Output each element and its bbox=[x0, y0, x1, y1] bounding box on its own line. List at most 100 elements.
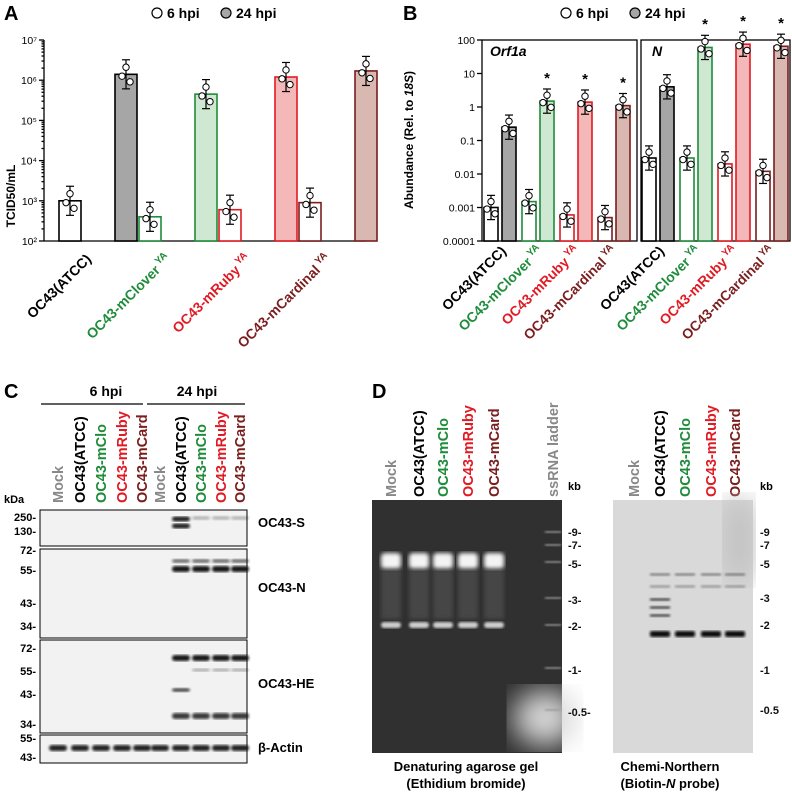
northern-band-n bbox=[650, 631, 670, 637]
replicate-point bbox=[525, 192, 533, 200]
replicate-point bbox=[483, 205, 491, 213]
replicate-point bbox=[146, 206, 154, 214]
replicate-point bbox=[725, 166, 733, 174]
panel-c-letter: C bbox=[4, 381, 18, 403]
northern-band-faint bbox=[725, 573, 745, 576]
northern-caption-line2: (Biotin-N probe) bbox=[621, 776, 720, 791]
bar-24hpi bbox=[194, 93, 218, 242]
legend-6hpi-label: 6 hpi bbox=[167, 5, 200, 21]
replicate-point bbox=[505, 117, 513, 125]
northern-band-extra bbox=[650, 606, 670, 609]
replicate-point bbox=[226, 198, 234, 207]
northern-band-n bbox=[701, 631, 721, 637]
replicate-point bbox=[581, 92, 589, 100]
y-tick-label: 0.0001 bbox=[443, 236, 475, 248]
significance-star: * bbox=[778, 15, 784, 32]
replicate-point bbox=[539, 98, 547, 107]
replicate-point bbox=[679, 155, 687, 164]
y-tick-label: 1 bbox=[469, 102, 475, 114]
gel-caption-line1: Denaturing agarose gel bbox=[394, 759, 538, 774]
blot-label: OC43-HE bbox=[258, 676, 315, 691]
gel-band-18s bbox=[381, 622, 401, 628]
replicate-point bbox=[781, 48, 789, 57]
replicate-point bbox=[230, 213, 238, 221]
bar-24hpi bbox=[274, 76, 298, 242]
kb-marker: -5 bbox=[760, 559, 770, 571]
kda-marker: 43- bbox=[20, 752, 36, 764]
replicate-point bbox=[222, 207, 230, 216]
replicate-point bbox=[739, 34, 747, 42]
band bbox=[231, 713, 249, 719]
replicate-point bbox=[366, 74, 374, 83]
band bbox=[172, 566, 190, 572]
replicate-point bbox=[529, 204, 537, 212]
replicate-point bbox=[547, 103, 555, 112]
panel-b-letter: B bbox=[403, 3, 417, 25]
strain-label: OC43-mRuby YA bbox=[168, 250, 254, 336]
subplot-title: Orf1a bbox=[490, 43, 527, 59]
subplot-frame bbox=[640, 39, 791, 242]
legend-6hpi-marker bbox=[560, 7, 572, 19]
replicate-point bbox=[306, 191, 314, 200]
blot-membrane bbox=[39, 639, 248, 734]
replicate-point bbox=[198, 92, 206, 100]
northern-blot: -9-7 -5 -3 -2 -1 -0.5 bbox=[613, 500, 779, 753]
northern-band-extra bbox=[650, 614, 670, 617]
band bbox=[192, 713, 210, 719]
panel-a-legend: 6 hpi 24 hpi bbox=[151, 5, 276, 21]
northern-band-extra bbox=[650, 598, 670, 601]
replicate-point bbox=[362, 60, 370, 68]
band bbox=[212, 745, 230, 751]
replicate-point bbox=[605, 220, 613, 228]
replicate-point bbox=[641, 155, 649, 164]
gel-band-28s bbox=[381, 553, 401, 569]
strain-label: OC43-mCardinal YA bbox=[234, 250, 335, 351]
gel-band-28s bbox=[409, 553, 429, 569]
gel-smear bbox=[409, 569, 429, 619]
replicate-point bbox=[721, 154, 729, 162]
legend-6hpi-label: 6 hpi bbox=[576, 5, 609, 21]
replicate-point bbox=[122, 63, 130, 71]
kb-marker: -5- bbox=[568, 559, 582, 571]
lane-label: OC43-mRuby bbox=[461, 405, 477, 497]
replicate-point bbox=[66, 190, 74, 198]
band bbox=[92, 745, 110, 751]
replicate-point bbox=[577, 99, 585, 108]
band bbox=[172, 523, 190, 529]
kda-marker: 43- bbox=[20, 598, 36, 610]
y-tick-label: 0.1 bbox=[460, 136, 475, 148]
gel-caption-line2: (Ethidium bromide) bbox=[406, 776, 525, 791]
panel-a-letter: A bbox=[4, 3, 18, 25]
legend-24hpi-label: 24 hpi bbox=[645, 5, 685, 21]
band bbox=[172, 713, 190, 719]
significance-star: * bbox=[702, 16, 708, 33]
replicate-point bbox=[701, 37, 709, 46]
lane-label: Mock bbox=[51, 465, 67, 503]
kda-marker: 43- bbox=[20, 689, 36, 701]
replicate-point bbox=[501, 125, 509, 133]
band bbox=[231, 566, 249, 572]
band bbox=[212, 655, 230, 661]
ladder-band bbox=[545, 544, 561, 546]
band bbox=[212, 516, 230, 520]
panel-a-ylabel: TCID50/mL bbox=[4, 165, 18, 228]
kda-marker: 72- bbox=[20, 643, 36, 655]
replicate-point bbox=[649, 160, 657, 168]
band bbox=[192, 655, 210, 661]
replicate-point bbox=[697, 45, 705, 53]
kda-marker: 34- bbox=[20, 719, 36, 731]
legend-6hpi-marker bbox=[151, 7, 163, 19]
y-tick-label: 10² bbox=[22, 236, 38, 248]
band bbox=[231, 655, 249, 661]
kb-marker: -0.5 bbox=[760, 705, 779, 717]
band bbox=[172, 745, 190, 751]
gel-band-28s bbox=[433, 553, 453, 569]
replicate-point bbox=[521, 199, 529, 207]
kb-marker: -9- bbox=[568, 527, 582, 539]
blot-label: β-Actin bbox=[258, 740, 303, 755]
ladder-band bbox=[545, 561, 561, 563]
kda-marker: 55- bbox=[20, 565, 36, 577]
band bbox=[172, 655, 190, 661]
northern-band-faint bbox=[725, 585, 745, 588]
